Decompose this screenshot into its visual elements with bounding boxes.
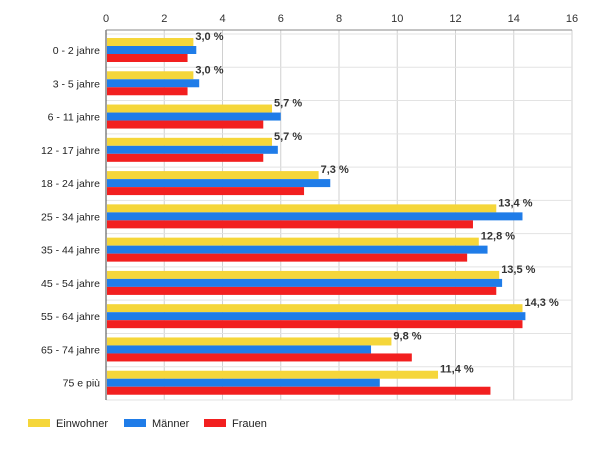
bar-m-nner — [107, 46, 197, 54]
x-tick-label: 12 — [449, 13, 461, 25]
bar-m-nner — [107, 345, 372, 354]
data-label: 13,4 % — [498, 197, 532, 209]
bar-m-nner — [107, 245, 488, 254]
bar-m-nner — [107, 378, 380, 387]
category-label: 45 - 54 jahre — [41, 278, 100, 290]
category-label: 12 - 17 jahre — [41, 145, 100, 157]
data-label: 3,0 % — [195, 31, 223, 43]
bar-frauen — [107, 54, 188, 62]
legend: Einwohner Männer Frauen — [28, 418, 267, 430]
bar-einwohner — [107, 370, 439, 379]
bar-frauen — [107, 87, 188, 96]
bar-m-nner — [107, 145, 278, 154]
legend-label: Einwohner — [56, 418, 108, 430]
data-label: 5,7 % — [274, 131, 302, 143]
bar-einwohner — [107, 304, 523, 313]
data-label: 9,8 % — [393, 330, 421, 342]
category-label: 3 - 5 jahre — [53, 78, 100, 90]
bar-einwohner — [107, 38, 194, 46]
data-label: 5,7 % — [274, 98, 302, 110]
category-label: 6 - 11 jahre — [48, 112, 100, 124]
category-label: 18 - 24 jahre — [41, 178, 100, 190]
category-label: 55 - 64 jahre — [41, 311, 100, 323]
bars — [107, 38, 526, 395]
x-tick-label: 4 — [219, 13, 225, 25]
category-label: 0 - 2 jahre — [53, 45, 100, 57]
bar-frauen — [107, 320, 523, 329]
bar-m-nner — [107, 312, 526, 321]
data-labels: 3,0 % 3,0 % 5,7 % 5,7 % 7,3 % 13,4 % 12,8 % 13,… — [195, 31, 559, 376]
category-labels: 0 - 2 jahre 3 - 5 jahre 6 - 11 jahre 12 - 1… — [41, 45, 100, 390]
legend-label: Frauen — [232, 418, 267, 430]
bar-frauen — [107, 286, 497, 295]
bar-frauen — [107, 353, 412, 362]
bar-einwohner — [107, 237, 479, 246]
bar-m-nner — [107, 278, 503, 287]
bar-einwohner — [107, 104, 273, 113]
bar-einwohner — [107, 204, 497, 213]
x-axis-ticks: 0 2 4 6 8 10 12 14 16 — [103, 13, 578, 25]
bar-m-nner — [107, 179, 331, 188]
data-label: 3,0 % — [195, 64, 223, 76]
grid-lines — [105, 29, 573, 401]
bar-frauen — [107, 187, 305, 196]
legend-swatch — [124, 419, 146, 427]
bar-frauen — [107, 253, 468, 262]
data-label: 12,8 % — [481, 231, 515, 243]
category-label: 35 - 44 jahre — [41, 245, 100, 257]
bar-frauen — [107, 153, 264, 162]
bar-einwohner — [107, 171, 319, 180]
legend-label: Männer — [152, 418, 190, 430]
x-tick-label: 8 — [336, 13, 342, 25]
bar-einwohner — [107, 270, 500, 279]
bar-einwohner — [107, 137, 273, 146]
x-tick-label: 6 — [278, 13, 284, 25]
x-tick-label: 10 — [391, 13, 403, 25]
bar-m-nner — [107, 112, 281, 121]
data-label: 13,5 % — [501, 264, 535, 276]
legend-swatch — [28, 419, 50, 427]
data-label: 14,3 % — [524, 297, 558, 309]
bar-m-nner — [107, 79, 200, 88]
bar-frauen — [107, 220, 473, 229]
x-tick-label: 16 — [566, 13, 578, 25]
bar-einwohner — [107, 71, 194, 80]
x-tick-label: 2 — [161, 13, 167, 25]
bar-einwohner — [107, 337, 392, 346]
data-label: 7,3 % — [321, 164, 349, 176]
bar-frauen — [107, 386, 491, 395]
legend-swatch — [204, 419, 226, 427]
x-tick-label: 14 — [508, 13, 520, 25]
category-label: 25 - 34 jahre — [41, 211, 100, 223]
category-label: 75 e più — [63, 378, 101, 390]
bar-frauen — [107, 120, 264, 129]
x-tick-label: 0 — [103, 13, 109, 25]
category-label: 65 - 74 jahre — [41, 344, 100, 356]
data-label: 11,4 % — [440, 364, 474, 376]
bar-m-nner — [107, 212, 523, 221]
